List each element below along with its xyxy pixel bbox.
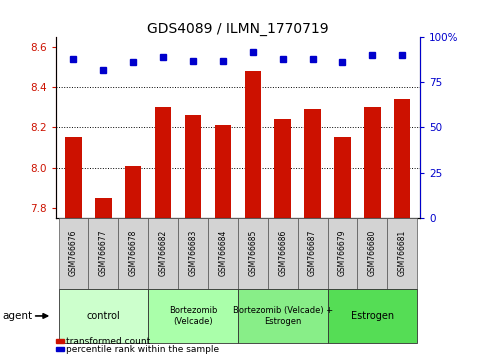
Bar: [125, 166, 142, 218]
Text: GSM766678: GSM766678: [129, 230, 138, 276]
Bar: [208, 218, 238, 289]
Bar: [88, 218, 118, 289]
Bar: [387, 218, 417, 289]
Text: GSM766679: GSM766679: [338, 230, 347, 276]
Bar: [95, 198, 112, 218]
Bar: [238, 218, 268, 289]
Text: GSM766687: GSM766687: [308, 230, 317, 276]
Bar: [268, 218, 298, 289]
Bar: [327, 218, 357, 289]
Bar: [274, 119, 291, 218]
Text: transformed count: transformed count: [66, 337, 150, 346]
Bar: [357, 218, 387, 289]
Text: GSM766681: GSM766681: [398, 230, 407, 276]
Text: percentile rank within the sample: percentile rank within the sample: [66, 344, 219, 354]
Bar: [65, 137, 82, 218]
Bar: [148, 289, 238, 343]
Title: GDS4089 / ILMN_1770719: GDS4089 / ILMN_1770719: [147, 22, 329, 36]
Text: GSM766682: GSM766682: [158, 230, 168, 276]
Bar: [334, 137, 351, 218]
Text: GSM766686: GSM766686: [278, 230, 287, 276]
Bar: [118, 218, 148, 289]
Bar: [185, 115, 201, 218]
Bar: [178, 218, 208, 289]
Text: GSM766683: GSM766683: [188, 230, 198, 276]
Bar: [304, 109, 321, 218]
Text: Estrogen: Estrogen: [351, 311, 394, 321]
Text: Bortezomib
(Velcade): Bortezomib (Velcade): [169, 306, 217, 326]
Text: control: control: [86, 311, 120, 321]
Bar: [238, 289, 327, 343]
Text: GSM766685: GSM766685: [248, 230, 257, 276]
Bar: [244, 71, 261, 218]
Text: GSM766680: GSM766680: [368, 230, 377, 276]
Text: agent: agent: [2, 311, 32, 321]
Bar: [148, 218, 178, 289]
Bar: [364, 107, 381, 218]
Bar: [298, 218, 327, 289]
Bar: [215, 125, 231, 218]
Text: GSM766677: GSM766677: [99, 230, 108, 276]
Bar: [394, 99, 411, 218]
Text: GSM766684: GSM766684: [218, 230, 227, 276]
Bar: [58, 218, 88, 289]
Text: Bortezomib (Velcade) +
Estrogen: Bortezomib (Velcade) + Estrogen: [233, 306, 333, 326]
Bar: [155, 107, 171, 218]
Bar: [58, 289, 148, 343]
Bar: [327, 289, 417, 343]
Text: GSM766676: GSM766676: [69, 230, 78, 276]
